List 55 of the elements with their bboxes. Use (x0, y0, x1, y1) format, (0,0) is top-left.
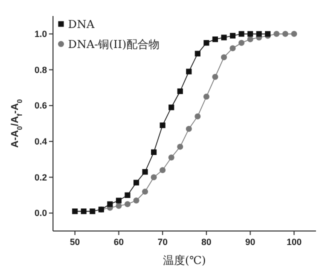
point (142, 169, 148, 175)
point (221, 34, 227, 40)
point (116, 198, 122, 204)
point (160, 122, 166, 128)
point (177, 144, 184, 150)
point (212, 74, 218, 80)
point (124, 201, 131, 208)
point (282, 30, 288, 37)
point (72, 208, 78, 214)
point (150, 174, 157, 180)
y-tick-label: 0.4 (34, 136, 47, 147)
point (256, 31, 262, 37)
point (80, 208, 86, 214)
x-axis-title: 温度(℃) (163, 254, 206, 267)
point (212, 36, 218, 42)
point (133, 198, 140, 204)
point (186, 68, 192, 74)
x-tick-label: 100 (286, 237, 302, 247)
legend-label: DNA-铜(II)配合物 (68, 38, 160, 51)
point (107, 201, 113, 207)
x-tick-label: 60 (114, 237, 124, 247)
point (160, 167, 166, 174)
point (194, 50, 200, 56)
point (238, 31, 244, 37)
x-tick-label: 50 (70, 237, 80, 247)
y-tick-label: 0.6 (34, 100, 47, 111)
y-tick-label: 0.2 (34, 172, 47, 182)
point (151, 149, 157, 155)
point (177, 88, 183, 94)
point (230, 32, 236, 39)
point (203, 94, 210, 100)
point (220, 54, 227, 60)
x-tick-label: 80 (201, 237, 212, 247)
point (133, 180, 140, 186)
point (230, 45, 236, 52)
x-tick-label: 90 (245, 237, 256, 247)
x-tick-label: 70 (158, 237, 168, 247)
point (274, 30, 280, 37)
point (238, 40, 244, 46)
point (247, 31, 254, 37)
point (116, 202, 122, 209)
point (142, 188, 148, 195)
y-tick-label: 0.8 (34, 64, 47, 75)
point (168, 154, 174, 161)
point (124, 192, 130, 198)
point (247, 36, 254, 42)
y-tick-label: 0.0 (34, 208, 47, 218)
legend-label: DNA (68, 18, 96, 31)
point (168, 104, 174, 110)
point (186, 126, 192, 132)
y-tick-label: 1.0 (34, 29, 47, 40)
point (194, 113, 201, 120)
point (291, 30, 298, 37)
point (90, 208, 96, 214)
point (204, 40, 210, 46)
